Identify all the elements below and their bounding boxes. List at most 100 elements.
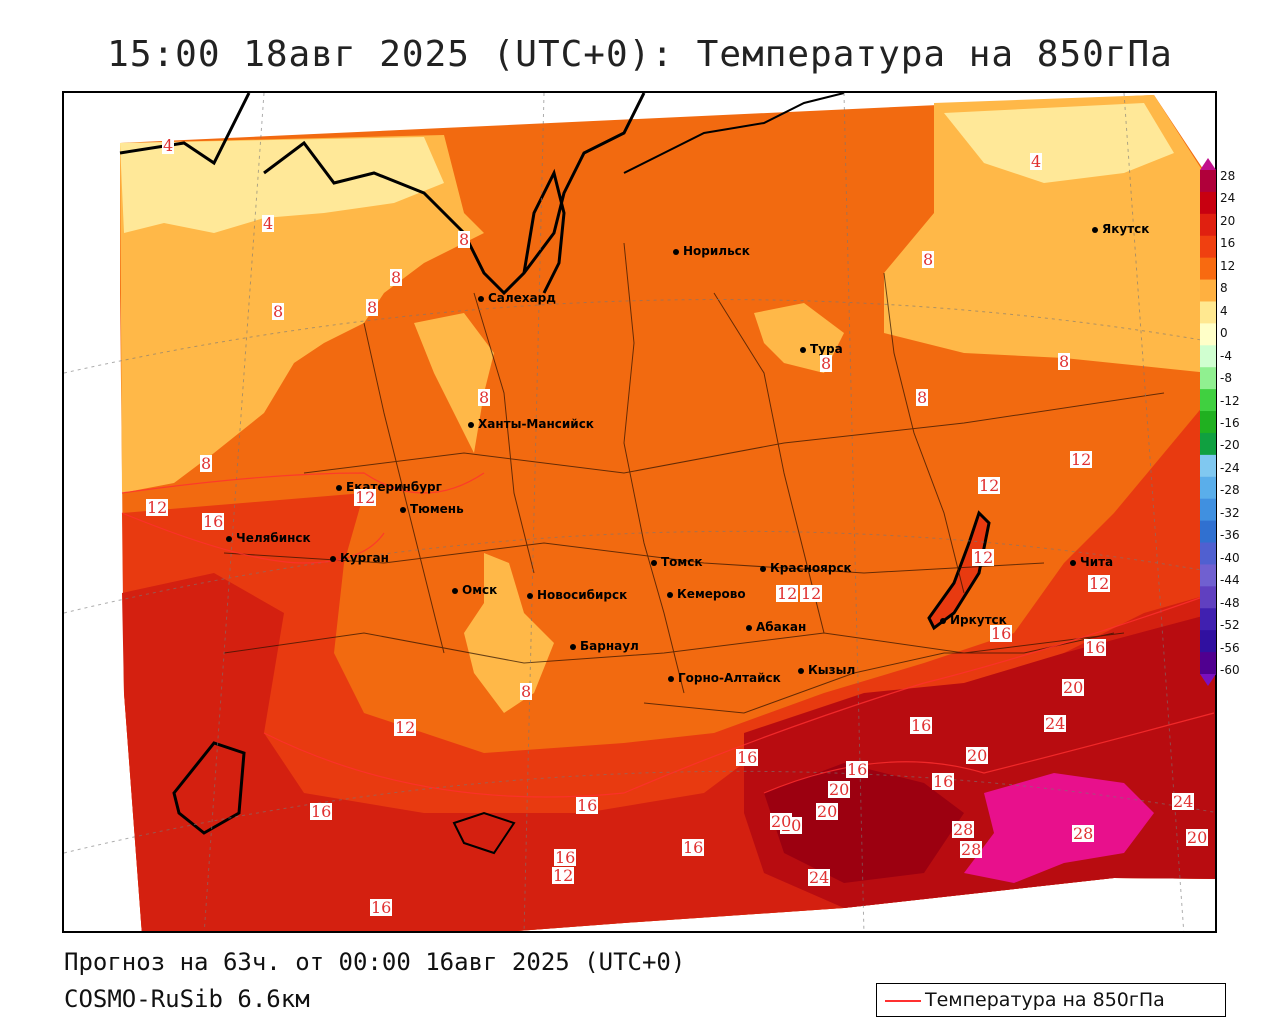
city-irkutsk: Иркутск <box>940 613 1007 627</box>
isotherm-label: 24 <box>1172 792 1195 811</box>
colorbar-swatch <box>1200 389 1216 412</box>
isotherm-label: 24 <box>808 868 831 887</box>
colorbar-swatch <box>1200 257 1216 281</box>
colorbar-tick-label: 4 <box>1220 303 1228 318</box>
legend-line-swatch <box>885 1000 921 1002</box>
isotherm-label: 8 <box>458 230 471 249</box>
colorbar-tick-label: 0 <box>1220 326 1228 341</box>
isotherm-label: 28 <box>952 820 975 839</box>
colorbar-tick-label: 24 <box>1220 191 1236 206</box>
isotherm-label: 8 <box>366 298 379 317</box>
colorbar-swatch <box>1200 498 1216 522</box>
isotherm-label: 20 <box>816 802 839 821</box>
isotherm-label: 12 <box>776 584 799 603</box>
colorbar-swatch <box>1200 301 1216 324</box>
temperature-map: Салехард Норильск Якутск Тура Ханты-Манс… <box>62 91 1217 933</box>
colorbar-tick-label: -24 <box>1220 460 1240 475</box>
city-krasnoyarsk: Красноярск <box>760 561 852 575</box>
isotherm-label: 8 <box>1058 352 1071 371</box>
colorbar-top-arrow <box>1200 158 1216 170</box>
isotherm-label: 8 <box>200 454 213 473</box>
colorbar-tick-label: -60 <box>1220 663 1240 677</box>
colorbar-tick-label: 12 <box>1220 258 1236 273</box>
isotherm-label: 28 <box>1072 824 1095 843</box>
colorbar-tick-label: 16 <box>1220 236 1236 251</box>
colorbar-bottom-arrow <box>1200 674 1216 686</box>
isotherm-label: 8 <box>916 388 929 407</box>
isotherm-label: 8 <box>390 268 403 287</box>
city-gorno-altaysk: Горно-Алтайск <box>668 671 781 685</box>
isotherm-label: 12 <box>146 498 169 517</box>
colorbar-swatch <box>1200 345 1216 368</box>
isotherm-label: 24 <box>1044 714 1067 733</box>
isotherm-label: 8 <box>820 354 833 373</box>
colorbar-tick-label: 20 <box>1220 213 1236 228</box>
colorbar-tick-label: 28 <box>1220 169 1236 183</box>
colorbar-swatch <box>1200 279 1216 302</box>
isotherm-label: 20 <box>770 812 793 831</box>
city-novosibirsk: Новосибирск <box>527 588 627 602</box>
colorbar-tick-label: -8 <box>1220 371 1232 386</box>
colorbar-swatch <box>1200 323 1216 346</box>
colorbar-tick-label: -4 <box>1220 348 1232 363</box>
isotherm-label: 12 <box>354 488 377 507</box>
colorbar-swatch <box>1200 170 1216 193</box>
colorbar-swatch <box>1200 367 1216 390</box>
city-tomsk: Томск <box>651 555 703 569</box>
colorbar-tick-label: -12 <box>1220 393 1240 408</box>
isotherm-label: 16 <box>310 802 333 821</box>
colorbar-swatch <box>1200 432 1216 456</box>
colorbar-swatch <box>1200 235 1216 259</box>
colorbar-tick-label: -36 <box>1220 528 1240 543</box>
isotherm-label: 16 <box>846 760 869 779</box>
city-chita: Чита <box>1070 555 1113 569</box>
isotherm-label: 12 <box>800 584 823 603</box>
colorbar-swatch <box>1200 586 1216 609</box>
isotherm-label: 12 <box>1070 450 1093 469</box>
colorbar-swatch <box>1200 608 1216 631</box>
city-chelyabinsk: Челябинск <box>226 531 311 545</box>
isotherm-label: 16 <box>736 748 759 767</box>
colorbar-swatch <box>1200 652 1216 675</box>
map-canvas <box>64 93 1215 931</box>
isotherm-label: 12 <box>552 866 575 885</box>
isotherm-label: 8 <box>922 250 935 269</box>
colorbar-tick-label: -56 <box>1220 640 1240 655</box>
colorbar-tick-label: -16 <box>1220 416 1240 430</box>
colorbar-scale <box>1200 158 1216 686</box>
legend-label: Температура на 850гПа <box>925 989 1165 1011</box>
isotherm-label: 16 <box>682 838 705 857</box>
colorbar-swatch <box>1200 411 1216 434</box>
isotherm-label: 4 <box>162 136 175 155</box>
colorbar-tick-label: -40 <box>1220 550 1240 565</box>
colorbar-tick-label: -52 <box>1220 618 1240 633</box>
forecast-info: Прогноз на 63ч. от 00:00 16авг 2025 (UTC… <box>64 948 686 976</box>
isotherm-label: 20 <box>966 746 989 765</box>
temperature-colorbar: 28 24 20 16 12 8 4 0 -4 -8 -12 -16 -20 -24 -28 -32 -36 -4… <box>1198 158 1272 688</box>
model-info: COSMO-RuSib 6.6км <box>64 985 310 1013</box>
city-khanty-mansiysk: Ханты-Мансийск <box>468 417 594 431</box>
isotherm-label: 16 <box>990 624 1013 643</box>
isotherm-label: 16 <box>1084 638 1107 657</box>
city-kurgan: Курган <box>330 551 389 565</box>
isotherm-label: 12 <box>972 548 995 567</box>
isotherm-label: 12 <box>1088 574 1111 593</box>
isotherm-label: 16 <box>370 898 393 917</box>
city-norilsk: Норильск <box>673 244 750 258</box>
isotherm-label: 12 <box>394 718 417 737</box>
isotherm-label: 16 <box>932 772 955 791</box>
colorbar-tick-label: -32 <box>1220 505 1240 520</box>
isotherm-label: 20 <box>1062 678 1085 697</box>
colorbar-swatch <box>1200 542 1216 565</box>
colorbar-swatch <box>1200 630 1216 653</box>
city-abakan: Абакан <box>746 620 806 634</box>
city-salekhard: Салехард <box>478 291 556 305</box>
colorbar-swatch <box>1200 520 1216 544</box>
colorbar-tick-label: 8 <box>1220 281 1228 296</box>
colorbar-swatch <box>1200 213 1216 237</box>
isotherm-label: 4 <box>1030 152 1043 171</box>
colorbar-swatch <box>1200 476 1216 500</box>
colorbar-swatch <box>1200 191 1216 215</box>
colorbar-swatch <box>1200 454 1216 478</box>
map-title: 15:00 18авг 2025 (UTC+0): Температура на… <box>107 34 1173 75</box>
